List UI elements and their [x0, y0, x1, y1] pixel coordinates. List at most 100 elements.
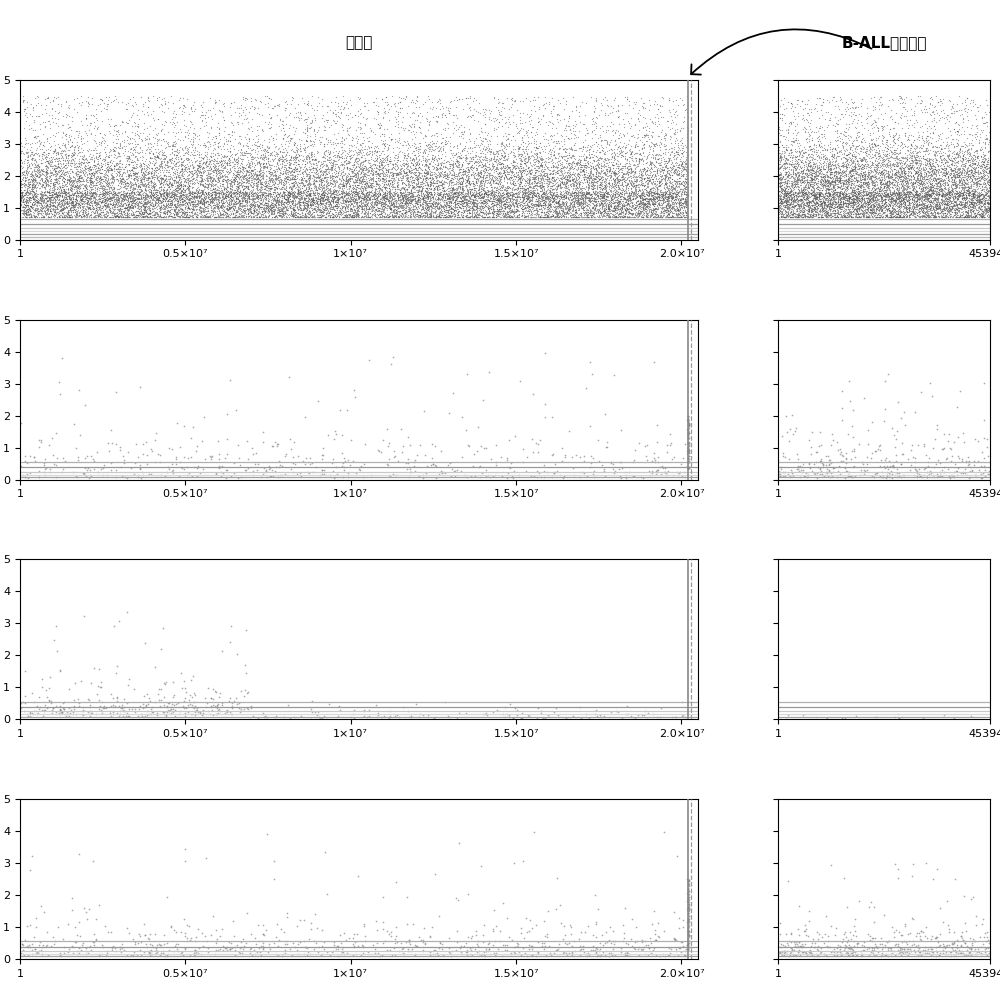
Point	[868, 139, 884, 155]
Point	[927, 161, 943, 177]
Point	[508, 151, 524, 167]
Point	[954, 187, 970, 203]
Point	[549, 198, 565, 214]
Point	[238, 175, 254, 191]
Point	[391, 189, 407, 205]
Point	[473, 439, 489, 455]
Point	[206, 164, 222, 180]
Point	[621, 132, 637, 148]
Point	[498, 169, 514, 185]
Point	[287, 159, 303, 175]
Point	[586, 175, 602, 191]
Point	[955, 162, 971, 178]
Point	[943, 161, 959, 177]
Point	[425, 205, 441, 221]
Point	[210, 174, 226, 190]
Point	[436, 155, 452, 171]
Point	[593, 194, 609, 210]
Point	[497, 148, 513, 164]
Point	[461, 162, 477, 178]
Point	[60, 196, 76, 212]
Point	[835, 203, 851, 219]
Point	[268, 198, 284, 214]
Point	[608, 208, 624, 224]
Point	[601, 210, 617, 226]
Point	[396, 158, 412, 174]
Point	[664, 120, 680, 136]
Point	[812, 174, 828, 190]
Point	[322, 181, 338, 197]
Point	[532, 193, 548, 209]
Point	[867, 137, 883, 153]
Point	[137, 146, 153, 162]
Point	[359, 175, 375, 191]
Point	[284, 171, 300, 187]
Point	[383, 168, 399, 184]
Point	[879, 186, 895, 202]
Point	[23, 198, 39, 214]
Point	[843, 168, 859, 184]
Point	[460, 196, 476, 212]
Point	[104, 192, 120, 208]
Point	[941, 179, 957, 195]
Point	[956, 174, 972, 190]
Point	[123, 163, 139, 179]
Point	[631, 206, 647, 222]
Point	[887, 187, 903, 203]
Point	[828, 164, 844, 180]
Point	[350, 188, 366, 204]
Point	[620, 188, 636, 204]
Point	[107, 117, 123, 133]
Point	[46, 183, 62, 199]
Point	[588, 160, 604, 176]
Point	[207, 198, 223, 214]
Point	[135, 206, 151, 222]
Point	[894, 173, 910, 189]
Point	[289, 196, 305, 212]
Point	[663, 190, 679, 206]
Point	[657, 171, 673, 187]
Point	[69, 163, 85, 179]
Point	[301, 191, 317, 207]
Point	[164, 196, 180, 212]
Point	[403, 707, 419, 723]
Point	[194, 161, 210, 177]
Point	[318, 209, 334, 225]
Point	[392, 100, 408, 116]
Point	[137, 163, 153, 179]
Point	[176, 182, 192, 198]
Point	[145, 138, 161, 154]
Point	[303, 206, 319, 222]
Point	[779, 200, 795, 216]
Point	[870, 185, 886, 201]
Point	[871, 182, 887, 198]
Point	[821, 182, 837, 198]
Point	[839, 182, 855, 198]
Point	[14, 165, 30, 181]
Point	[567, 185, 583, 201]
Point	[54, 192, 70, 208]
Point	[808, 190, 824, 206]
Point	[870, 155, 886, 171]
Point	[680, 459, 696, 475]
Point	[892, 160, 908, 176]
Point	[130, 197, 146, 213]
Point	[281, 160, 297, 176]
Point	[474, 172, 490, 188]
Point	[808, 165, 824, 181]
Point	[783, 141, 799, 157]
Point	[139, 176, 155, 192]
Point	[83, 175, 99, 191]
Point	[366, 200, 382, 216]
Point	[320, 180, 336, 196]
Point	[27, 210, 43, 226]
Point	[674, 206, 690, 222]
Point	[962, 202, 978, 218]
Point	[439, 197, 455, 213]
Point	[479, 210, 495, 226]
Point	[778, 151, 794, 167]
Point	[646, 201, 662, 217]
Point	[631, 155, 647, 171]
Point	[523, 938, 539, 954]
Point	[237, 192, 253, 208]
